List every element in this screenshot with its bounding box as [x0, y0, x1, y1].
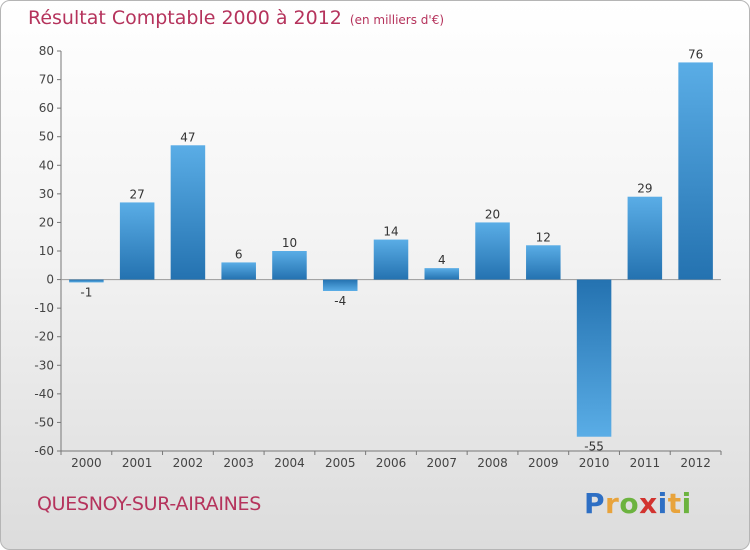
- y-tick-label: -10: [34, 301, 54, 315]
- bars: [69, 62, 713, 437]
- y-tick-label: 20: [39, 215, 54, 229]
- chart-unit-note: (en milliers d'€): [349, 13, 445, 27]
- y-tick-label: 70: [39, 73, 54, 87]
- data-label: 10: [282, 236, 297, 250]
- place-name: QUESNOY-SUR-AIRAINES: [37, 493, 262, 515]
- y-tick-label: 30: [39, 187, 54, 201]
- y-tick-label: 60: [39, 101, 54, 115]
- logo-letter: r: [605, 487, 620, 520]
- y-tick-label: -30: [34, 358, 54, 372]
- bar-2006: [373, 239, 409, 280]
- bar-2003: [221, 262, 256, 280]
- y-tick-label: -50: [34, 415, 54, 429]
- bar-2002: [170, 145, 206, 280]
- data-label: 27: [130, 187, 145, 201]
- x-tick-label: 2008: [477, 456, 508, 470]
- bar-2008: [475, 222, 510, 280]
- data-label: 76: [688, 47, 703, 61]
- data-label: 47: [180, 130, 195, 144]
- x-tick-label: 2005: [325, 456, 356, 470]
- x-tick-label: 2011: [630, 456, 661, 470]
- bar-2012: [678, 62, 713, 280]
- bar-2007: [424, 268, 460, 280]
- y-tick-label: 40: [39, 158, 54, 172]
- data-label: 4: [438, 253, 446, 267]
- bar-2005: [322, 279, 358, 291]
- chart-title: Résultat Comptable 2000 à 2012 (en millie…: [28, 7, 444, 29]
- x-tick-label: 2000: [71, 456, 102, 470]
- y-tick-label: 50: [39, 130, 54, 144]
- data-label: -55: [584, 440, 604, 454]
- x-tick-label: 2012: [680, 456, 711, 470]
- y-tick-label: -40: [34, 387, 54, 401]
- x-tick-label: 2007: [426, 456, 457, 470]
- logo-letter: o: [619, 487, 640, 520]
- logo-letter: i: [657, 487, 668, 520]
- logo-letter: P: [584, 487, 606, 520]
- data-labels: -1 27 47 6 10 -4 14 4 20 12 -55 29 76: [80, 47, 703, 453]
- bar-2011: [627, 196, 663, 280]
- bar-2010: [576, 279, 612, 437]
- x-tick-label: 2002: [173, 456, 204, 470]
- data-label: -4: [334, 294, 346, 308]
- data-label: 14: [383, 225, 398, 239]
- y-tick-label: -60: [34, 444, 54, 458]
- y-tick-label: 0: [46, 273, 54, 287]
- x-tick-label: 2006: [376, 456, 407, 470]
- data-label: -1: [80, 285, 92, 299]
- chart-title-text: Résultat Comptable 2000 à 2012: [28, 7, 342, 29]
- data-label: 20: [485, 207, 500, 221]
- logo-letter: i: [681, 487, 692, 520]
- data-label: 12: [536, 230, 551, 244]
- proxiti-logo: Proxiti: [584, 487, 692, 520]
- logo-letter: x: [639, 487, 658, 520]
- bar-2009: [526, 245, 561, 280]
- bar-2000: [69, 279, 104, 283]
- y-tick-label: 10: [39, 244, 54, 258]
- y-tick-label: -20: [34, 330, 54, 344]
- x-tick-label: 2003: [223, 456, 254, 470]
- logo-letter: t: [667, 487, 682, 520]
- x-tick-label: 2001: [122, 456, 153, 470]
- data-label: 6: [235, 247, 243, 261]
- bar-2004: [272, 251, 307, 280]
- bar-2001: [119, 202, 155, 280]
- y-tick-label: 80: [39, 44, 54, 58]
- x-tick-label: 2009: [528, 456, 559, 470]
- data-label: 29: [637, 182, 652, 196]
- x-tick-label: 2010: [579, 456, 610, 470]
- x-tick-label: 2004: [274, 456, 305, 470]
